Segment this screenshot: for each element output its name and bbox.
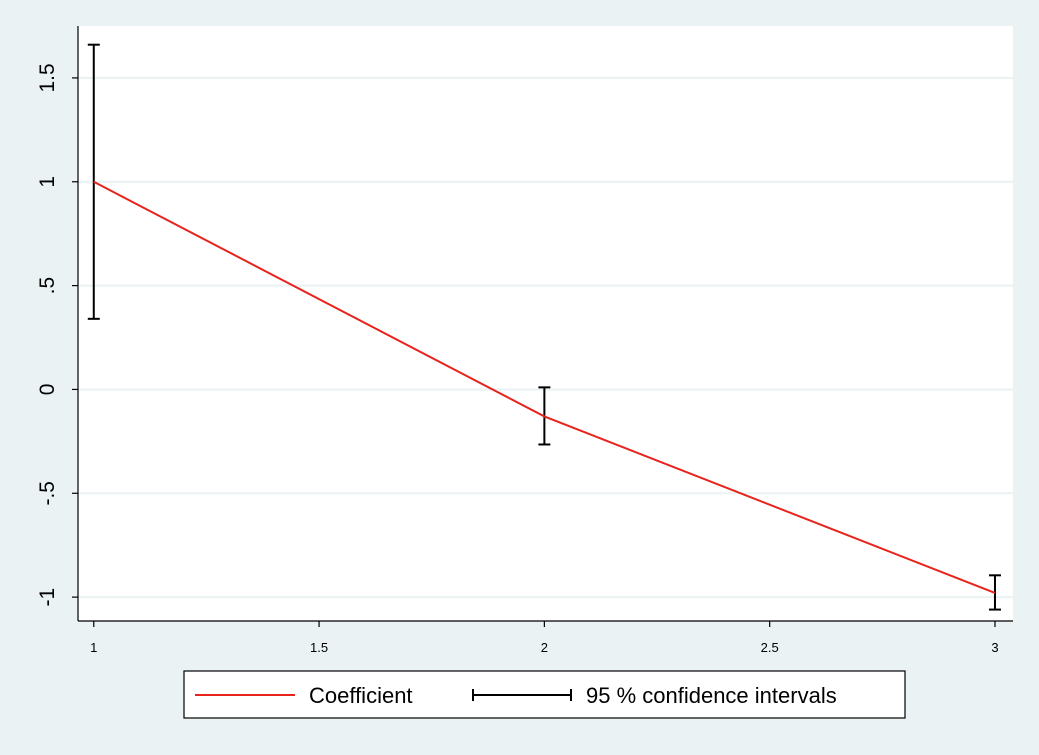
axes: -1 -.5 0 .5 1 1.5 1 1.5 2 2.5 3	[36, 26, 1013, 655]
y-tick-label: 1.5	[36, 63, 59, 92]
y-tick-label: -.5	[36, 481, 59, 506]
legend: Coefficient 95 % confidence intervals	[183, 670, 906, 719]
x-tick-label: 2	[541, 640, 548, 655]
y-tick-label: -1	[36, 588, 59, 607]
x-tick-label: 2.5	[761, 640, 779, 655]
x-tick-label: 3	[991, 640, 998, 655]
plot-area	[78, 26, 1013, 621]
coefficient-line	[93, 180, 996, 594]
legend-coefficient-label: Coefficient	[309, 683, 413, 708]
x-tick-label: 1	[90, 640, 97, 655]
gridlines	[78, 76, 1013, 599]
y-tick-label: 0	[36, 384, 59, 396]
chart-marks	[87, 43, 1001, 611]
y-tick-label: 1	[36, 176, 59, 188]
x-tick-label: 1.5	[310, 640, 328, 655]
legend-ci-label: 95 % confidence intervals	[586, 683, 837, 708]
y-tick-label: .5	[36, 277, 59, 295]
